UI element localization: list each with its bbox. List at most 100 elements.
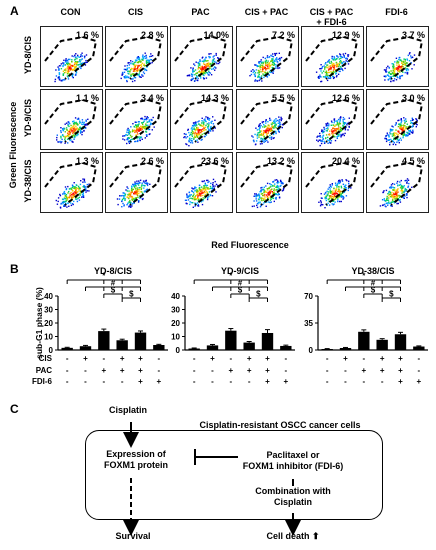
event-dot [138, 189, 141, 191]
event-dot [196, 139, 198, 141]
event-dot [130, 206, 132, 208]
event-dot [188, 195, 191, 197]
event-dot [386, 132, 388, 134]
event-dot [65, 194, 68, 196]
event-dot [396, 133, 398, 135]
event-dot [63, 201, 66, 203]
event-dot [410, 62, 412, 64]
event-dot [212, 60, 214, 62]
event-dot [200, 190, 202, 192]
event-dot [135, 140, 137, 143]
column-header: CIS + PAC + FDI-6 [309, 7, 354, 27]
event-dot [183, 133, 186, 135]
event-dot [64, 205, 66, 207]
event-dot [58, 76, 60, 78]
significance-symbol: * [362, 272, 366, 281]
event-dot [339, 128, 342, 130]
significance-symbol: $ [111, 286, 116, 295]
event-dot [71, 55, 73, 57]
event-dot [272, 126, 274, 128]
y-tick-label: 30 [44, 306, 53, 315]
event-dot [389, 76, 391, 78]
event-dot [200, 195, 202, 197]
event-dot [74, 66, 76, 68]
event-dot [393, 202, 396, 204]
inhibitor-label: Paclitaxel or FOXM1 inhibitor (FDI-6) [242, 450, 344, 471]
event-dot [191, 190, 194, 193]
event-dot [408, 53, 411, 55]
event-dot [266, 129, 268, 132]
event-dot [58, 65, 61, 67]
event-dot [272, 58, 274, 60]
event-dot [62, 203, 64, 205]
event-dot [409, 52, 411, 54]
event-dot [75, 71, 78, 73]
event-dot [341, 179, 343, 181]
event-dot [144, 185, 146, 187]
event-dot [63, 192, 65, 194]
event-dot [404, 67, 407, 69]
event-dot [415, 126, 417, 128]
event-dot [325, 199, 328, 202]
event-dot [137, 190, 139, 193]
event-dot [275, 186, 277, 188]
event-dot [125, 189, 127, 191]
event-dot [274, 179, 276, 181]
event-dot [266, 195, 269, 197]
event-dot [391, 194, 393, 196]
event-dot [274, 125, 276, 127]
event-dot [75, 125, 77, 127]
event-dot [343, 118, 346, 120]
event-dot [385, 67, 388, 69]
event-dot [277, 185, 279, 187]
event-dot [268, 201, 270, 203]
event-dot [64, 123, 66, 125]
event-dot [72, 132, 74, 134]
event-dot [210, 126, 212, 129]
event-dot [340, 134, 343, 137]
event-dot [130, 191, 132, 193]
event-dot [128, 62, 130, 64]
scatter-plot [370, 98, 424, 146]
event-dot [348, 121, 350, 124]
event-dot [398, 138, 400, 141]
gate-outline [240, 35, 294, 80]
event-dot [280, 56, 283, 59]
event-dot [85, 59, 87, 62]
event-dot [401, 188, 403, 190]
event-dot [211, 120, 213, 122]
event-dot [273, 63, 276, 65]
event-dot [66, 75, 69, 77]
event-dot [391, 125, 393, 127]
event-dot [131, 191, 133, 193]
treatment-sign: - [211, 377, 214, 386]
event-dot [122, 202, 124, 205]
event-dot [139, 136, 142, 138]
treatment-sign: - [326, 366, 329, 375]
event-dot [137, 184, 140, 186]
event-dot [148, 128, 151, 131]
event-dot [332, 200, 334, 202]
event-dot [127, 72, 129, 75]
event-dot [190, 67, 192, 69]
event-dot [130, 192, 132, 194]
event-dot [138, 137, 141, 140]
bar [321, 348, 333, 350]
event-dot [267, 129, 269, 131]
event-dot [195, 77, 197, 79]
event-dot [203, 123, 205, 126]
event-dot [391, 191, 393, 194]
event-dot [192, 74, 194, 76]
event-dot [259, 131, 261, 133]
event-dot [203, 66, 206, 68]
event-dot [344, 129, 347, 131]
event-dot [256, 204, 258, 207]
event-dot [332, 204, 334, 206]
event-dot [391, 183, 394, 185]
event-dot [128, 67, 130, 69]
event-dot [323, 193, 326, 195]
event-dot [332, 70, 334, 73]
event-dot [193, 193, 195, 195]
event-dot [336, 193, 338, 195]
event-dot [282, 124, 284, 126]
